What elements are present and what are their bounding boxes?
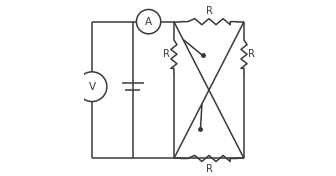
Text: A: A bbox=[145, 17, 152, 27]
Text: V: V bbox=[88, 82, 95, 92]
Text: R: R bbox=[206, 6, 212, 16]
Text: R: R bbox=[163, 49, 170, 59]
Text: R: R bbox=[248, 49, 255, 59]
Text: R: R bbox=[206, 164, 212, 174]
